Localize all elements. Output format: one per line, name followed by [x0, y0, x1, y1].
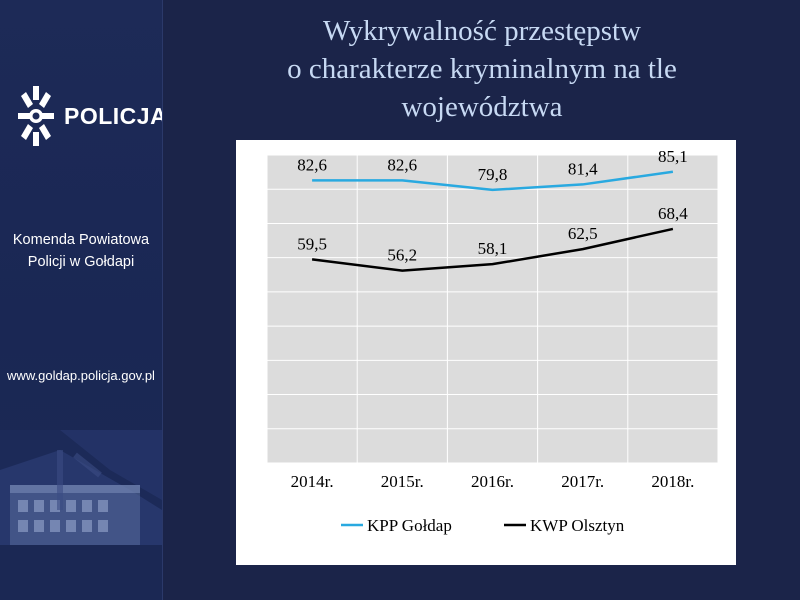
gridlines: [266, 154, 719, 464]
series-lines: [311, 170, 674, 272]
sidebar: POLICJA Komenda Powiatowa Policji w Gołd…: [0, 0, 163, 600]
x-tick-label: 2014r.: [291, 472, 334, 491]
data-label: 82,6: [297, 155, 327, 174]
data-label: 68,4: [658, 204, 688, 223]
data-label: 56,2: [387, 246, 417, 265]
line-chart: 2014r. 2015r. 2016r. 2017r. 2018r. 82,6 82,6 7…: [266, 147, 719, 535]
slide-title-line3: województwa: [401, 91, 563, 123]
legend: KPP Gołdap KWP Olsztyn: [341, 516, 625, 535]
website-address: www.goldap.policja.gov.pl: [7, 368, 155, 383]
unit-name: Komenda Powiatowa Policji w Gołdapi: [0, 229, 162, 273]
legend-label: KWP Olsztyn: [530, 516, 625, 535]
data-label: 85,1: [658, 147, 688, 166]
data-label: 58,1: [478, 239, 508, 258]
police-logo: POLICJA: [16, 84, 163, 148]
slide-title-line2: o charakterze kryminalnym na tle: [287, 53, 677, 85]
x-tick-label: 2015r.: [381, 472, 424, 491]
plot-area: [267, 155, 718, 463]
data-label: 79,8: [478, 165, 508, 184]
data-label: 82,6: [387, 155, 417, 174]
series-line-2: [311, 227, 674, 272]
series-line-1: [312, 170, 674, 192]
data-label: 81,4: [568, 159, 598, 178]
unit-name-line2: Policji w Gołdapi: [27, 254, 135, 270]
unit-name-line1: Komenda Powiatowa: [12, 232, 150, 248]
police-star-icon: [18, 86, 54, 146]
x-axis-ticks: 2014r. 2015r. 2016r. 2017r. 2018r.: [291, 472, 695, 491]
chart-panel: 2014r. 2015r. 2016r. 2017r. 2018r. 82,6 82,6 7…: [236, 140, 736, 565]
x-tick-label: 2018r.: [651, 472, 694, 491]
legend-label: KPP Gołdap: [367, 516, 452, 535]
logo-text: POLICJA: [64, 102, 163, 129]
data-labels: 82,6 82,6 79,8 81,4 85,1 59,5 56,2 58,1 62,5 68,4: [297, 147, 688, 265]
data-label: 59,5: [297, 234, 327, 253]
slide-title-line1: Wykrywalność przestępstw: [323, 15, 641, 47]
x-tick-label: 2017r.: [561, 472, 604, 491]
x-tick-label: 2016r.: [471, 472, 514, 491]
headquarters-photo: [0, 430, 162, 600]
data-label: 62,5: [568, 224, 598, 243]
slide-title: Wykrywalność przestępstw o charakterze k…: [232, 12, 732, 126]
